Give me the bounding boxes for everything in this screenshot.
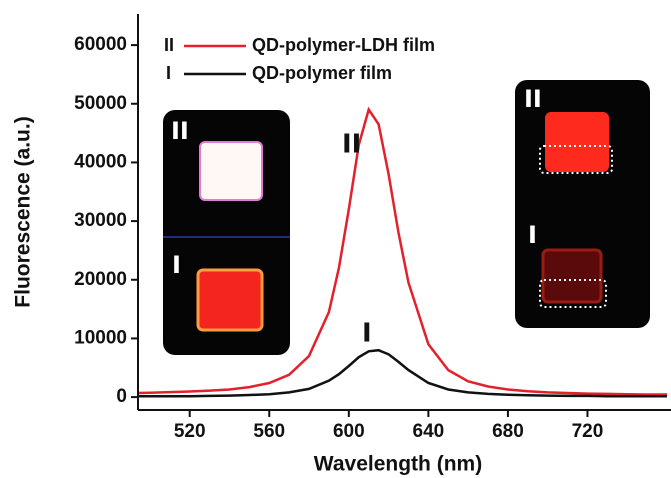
- legend-name: QD-polymer-LDH film: [252, 35, 435, 55]
- legend-name: QD-polymer film: [252, 63, 392, 83]
- legend-label: I: [166, 63, 171, 83]
- inset-label: II: [171, 117, 189, 145]
- legend: II QD-polymer-LDH film I QD-polymer film: [164, 35, 435, 83]
- x-tick-label: 640: [413, 421, 445, 442]
- inset-label: II: [524, 85, 542, 113]
- inset-left: II I: [163, 110, 290, 355]
- legend-label: II: [164, 35, 174, 55]
- x-tick-label: 600: [333, 421, 365, 442]
- y-tick-label: 30000: [74, 210, 127, 231]
- x-axis-title: Wavelength (nm): [314, 453, 482, 476]
- y-tick-label: 60000: [74, 34, 127, 55]
- y-axis-title: Fluorescence (a.u.): [12, 116, 35, 307]
- peak-annotation: I: [362, 319, 372, 349]
- x-tick-label: 720: [572, 421, 604, 442]
- y-tick-label: 10000: [74, 327, 127, 348]
- plot-area: [138, 106, 667, 398]
- peak-annotation: II: [342, 130, 361, 160]
- series-line: [138, 106, 667, 396]
- series-group: [138, 106, 667, 398]
- y-tick-label: 50000: [74, 93, 127, 114]
- inset-label: I: [528, 221, 537, 249]
- y-tick-label: 20000: [74, 269, 127, 290]
- x-tick-label: 680: [492, 421, 524, 442]
- inset-right: II I: [515, 80, 650, 328]
- x-tick-label: 560: [253, 421, 285, 442]
- inset-label: I: [172, 251, 181, 279]
- y-tick-label: 40000: [74, 151, 127, 172]
- series-line: [138, 348, 667, 398]
- y-tick-label: 0: [116, 386, 127, 407]
- x-tick-label: 520: [174, 421, 206, 442]
